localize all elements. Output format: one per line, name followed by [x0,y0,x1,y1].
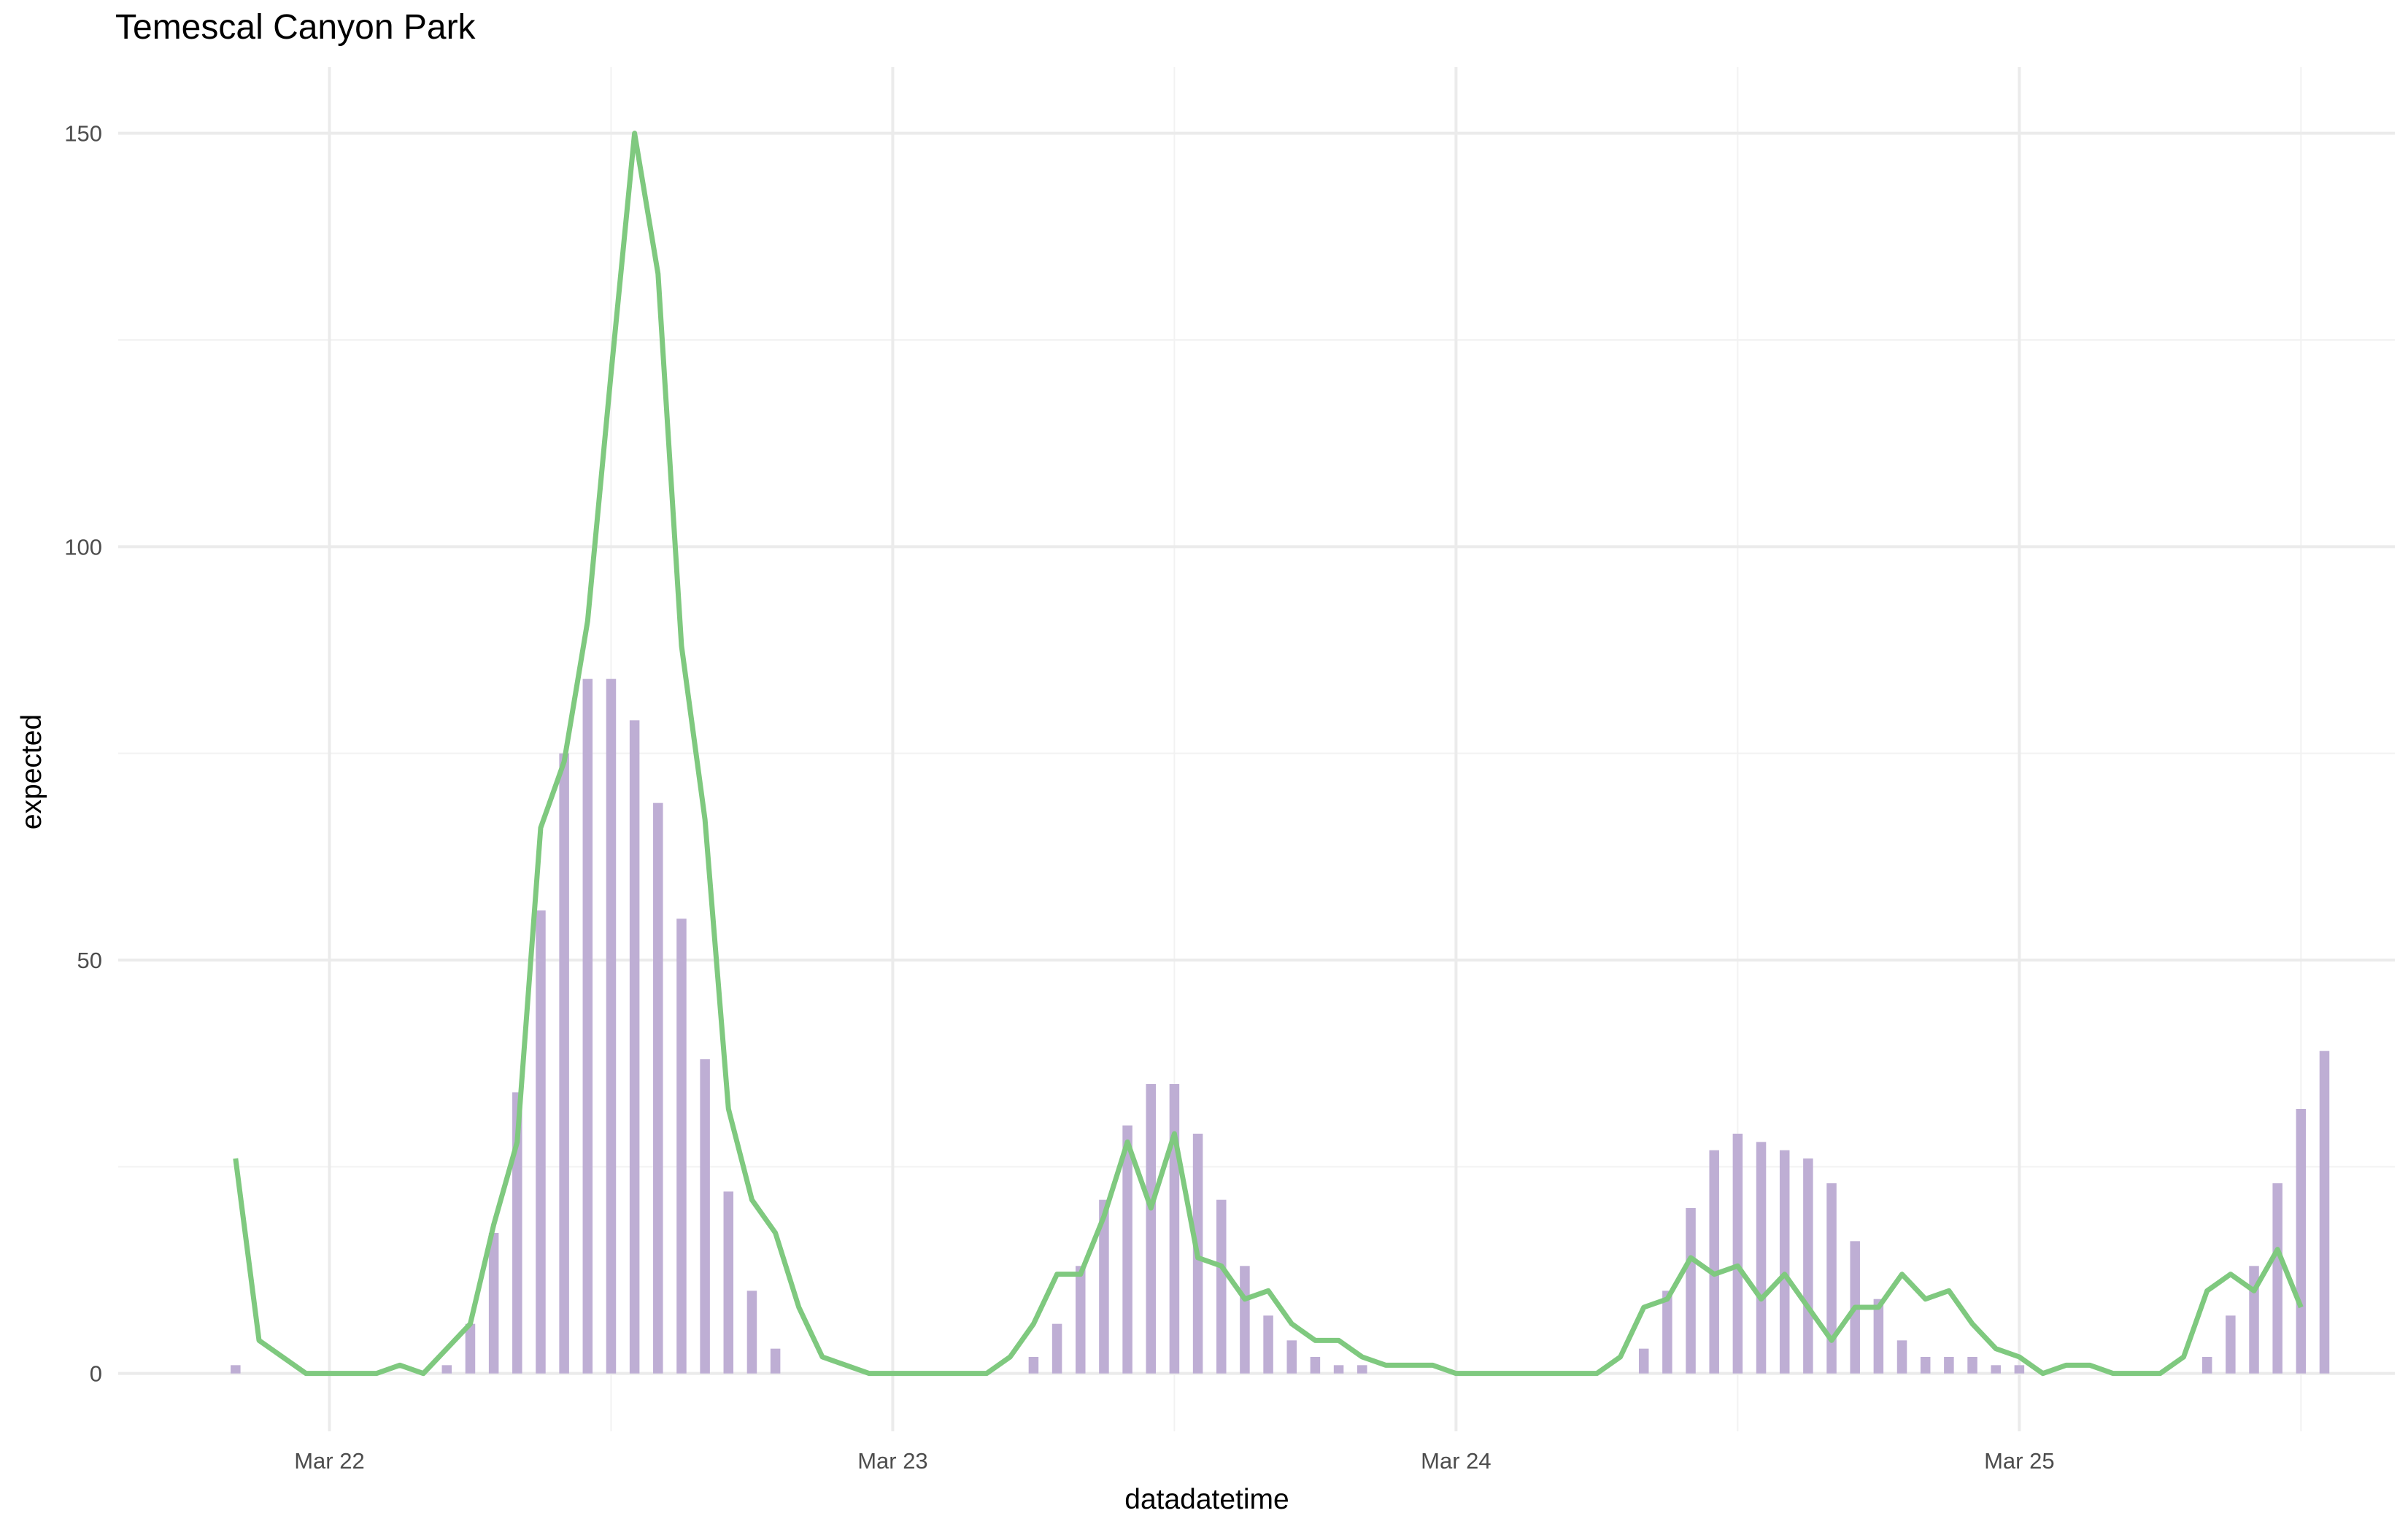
bar [1051,1323,1062,1374]
bar [1803,1158,1813,1374]
bar [2272,1183,2282,1374]
bar [746,1291,757,1374]
bar [1991,1365,2001,1374]
bar [1263,1315,1273,1374]
bar [1662,1291,1672,1374]
x-tick-label: Mar 25 [1984,1448,2054,1474]
y-axis-title: expected [16,714,47,829]
bar [2201,1357,2212,1374]
x-tick-label: Mar 24 [1421,1448,1491,1474]
bar [441,1365,452,1374]
bar [1333,1365,1344,1374]
bar [512,1092,522,1374]
bar [606,678,617,1374]
bar [1896,1340,1907,1374]
bar [1779,1150,1790,1374]
bar [1216,1199,1227,1374]
bar [536,910,546,1374]
x-tick-label: Mar 23 [857,1448,927,1474]
x-axis-title: datadatetime [1124,1484,1289,1515]
bar [2014,1365,2025,1374]
x-axis-ticks: Mar 22 Mar 23 Mar 24 Mar 25 [294,1448,2054,1474]
bar [2296,1109,2307,1374]
bar [231,1365,241,1374]
bar [700,1059,710,1374]
bar [2226,1315,2236,1374]
bar-series [231,678,2330,1374]
bar [1028,1357,1039,1374]
major-gridlines [118,67,2395,1431]
bar [1122,1125,1132,1374]
y-tick-label: 50 [77,948,102,973]
bar [1709,1150,1719,1374]
bar [1099,1199,1109,1374]
bar [2319,1051,2330,1374]
y-axis-ticks: 0 50 100 150 [64,121,102,1387]
bar [1240,1266,1250,1374]
bar [1638,1348,1649,1374]
bar [1920,1357,1931,1374]
bar [1169,1084,1180,1374]
y-tick-label: 100 [64,534,102,560]
bar [653,802,663,1374]
bar [770,1348,781,1374]
y-tick-label: 150 [64,121,102,147]
bar [465,1323,476,1374]
bar [629,720,640,1374]
y-tick-label: 0 [90,1361,102,1387]
chart-title: Temescal Canyon Park [115,8,476,47]
bar [1686,1208,1696,1374]
bar [1826,1183,1837,1374]
bar [676,918,687,1374]
bar [1357,1365,1367,1374]
bar [1310,1357,1321,1374]
bar [2249,1266,2259,1374]
line-series [233,131,2304,1377]
bar [559,753,569,1374]
bar [1732,1134,1743,1374]
bar [1967,1357,1977,1374]
bar [1756,1142,1767,1374]
x-tick-label: Mar 22 [294,1448,364,1474]
bar [582,678,593,1374]
expected-line [233,131,2304,1377]
bar [1076,1266,1086,1374]
bar [1944,1357,1954,1374]
bar [1286,1340,1297,1374]
bar [723,1191,734,1374]
bar [1873,1299,1884,1374]
bar [1146,1084,1157,1374]
minor-gridlines [118,67,2395,1431]
bar [488,1233,499,1374]
